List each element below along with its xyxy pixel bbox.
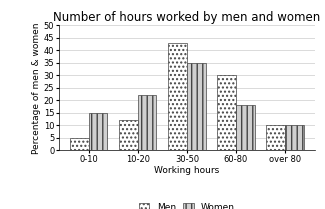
- Bar: [168, 43, 187, 150]
- Bar: [217, 75, 236, 150]
- Bar: [236, 105, 254, 150]
- Title: Number of hours worked by men and women: Number of hours worked by men and women: [53, 11, 320, 24]
- Bar: [89, 113, 108, 150]
- Bar: [285, 125, 304, 150]
- Bar: [138, 95, 156, 150]
- Bar: [187, 63, 205, 150]
- X-axis label: Working hours: Working hours: [154, 166, 219, 175]
- Bar: [266, 125, 285, 150]
- Y-axis label: Percentage of men & women: Percentage of men & women: [32, 22, 41, 154]
- Bar: [119, 120, 138, 150]
- Bar: [70, 138, 89, 150]
- Legend: Men, Women: Men, Women: [139, 203, 235, 209]
